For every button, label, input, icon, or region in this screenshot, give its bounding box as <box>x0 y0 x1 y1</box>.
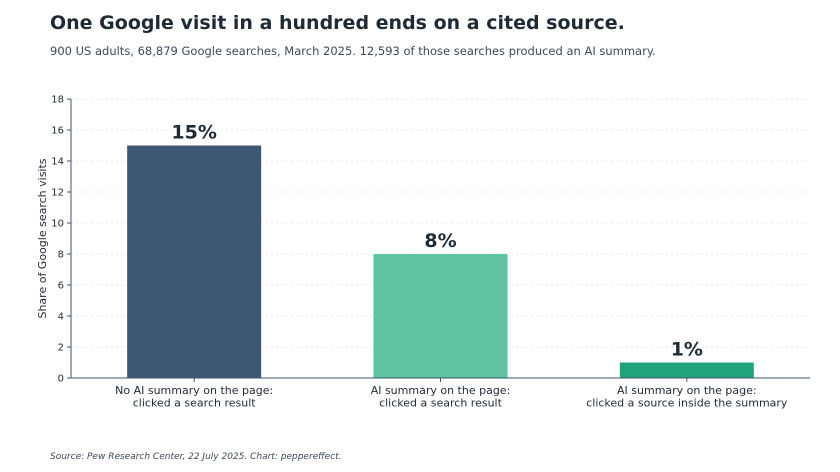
bar <box>373 254 508 378</box>
bar <box>619 362 754 378</box>
gridlines <box>71 98 810 348</box>
labels: 0 2 4 6 8 10 12 14 16 18 15% No AI summary on the p… <box>36 95 788 410</box>
y-axis-title: Share of Google search visits <box>36 158 49 318</box>
y-tick-label: 10 <box>51 219 64 230</box>
y-tick-label: 6 <box>58 281 64 292</box>
y-tick-label: 2 <box>58 343 64 354</box>
bars <box>127 145 754 378</box>
chart-title: One Google visit in a hundred ends on a … <box>50 12 625 34</box>
x-tick-label: AI summary on the page: <box>371 384 511 397</box>
x-tick-label: No AI summary on the page: <box>115 384 273 397</box>
chart-subtitle: 900 US adults, 68,879 Google searches, M… <box>50 44 656 58</box>
y-tick-label: 14 <box>51 157 64 168</box>
x-tick-label: AI summary on the page: <box>617 384 757 397</box>
y-tick-label: 4 <box>58 312 64 323</box>
x-tick-label: clicked a source inside the summary <box>586 397 788 410</box>
y-tick-label: 0 <box>58 374 64 385</box>
bar-value-label: 15% <box>171 122 216 144</box>
bar <box>127 145 262 378</box>
y-tick-label: 18 <box>51 95 64 106</box>
x-tick-label: clicked a search result <box>379 397 503 410</box>
bar-value-label: 1% <box>671 339 703 361</box>
bar-value-label: 8% <box>424 230 456 252</box>
x-tick-label: clicked a search result <box>133 397 257 410</box>
axes <box>67 98 810 382</box>
y-tick-label: 8 <box>58 250 64 261</box>
y-tick-label: 12 <box>51 188 64 199</box>
source-note: Source: Pew Research Center, 22 July 202… <box>50 452 342 462</box>
y-tick-label: 16 <box>51 126 64 137</box>
